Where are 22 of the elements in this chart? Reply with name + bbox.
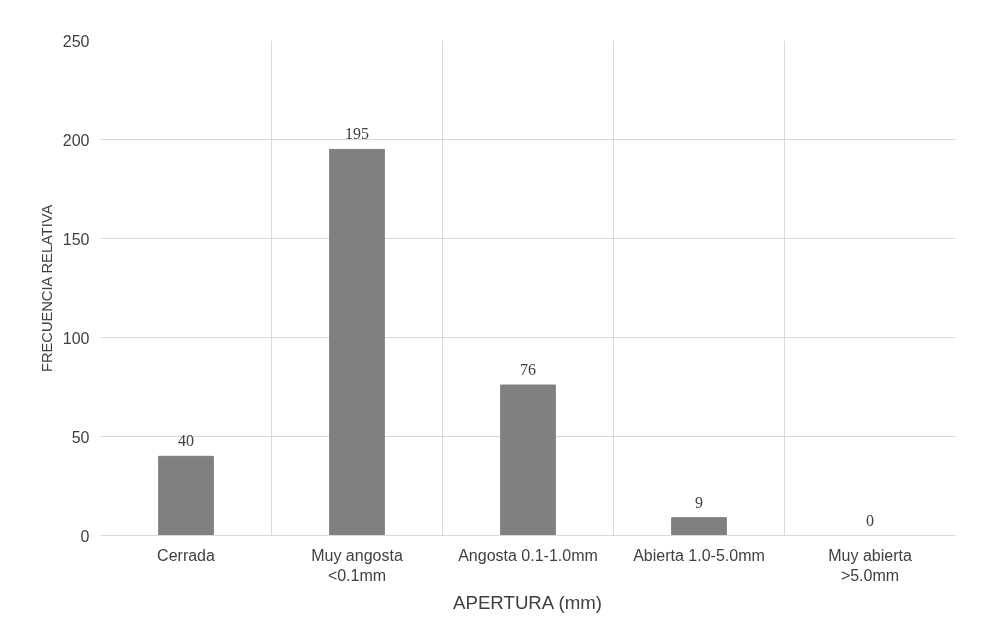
y-tick-label: 200 bbox=[62, 131, 90, 149]
data-label: 76 bbox=[520, 361, 536, 379]
y-tick-label: 100 bbox=[62, 329, 90, 347]
y-tick-label: 250 bbox=[62, 32, 90, 50]
data-label: 9 bbox=[695, 493, 703, 511]
x-tick-label: Cerrada bbox=[157, 546, 215, 564]
bar bbox=[671, 517, 727, 536]
x-tick-label: Muy angosta <0.1mm bbox=[311, 546, 403, 584]
x-axis-title: APERTURA (mm) bbox=[453, 591, 602, 613]
x-tick-label: Abierta 1.0-5.0mm bbox=[633, 546, 765, 564]
bar bbox=[329, 148, 385, 536]
data-label: 0 bbox=[866, 511, 874, 529]
data-label: 195 bbox=[345, 125, 369, 143]
y-tick-label: 50 bbox=[71, 428, 90, 446]
x-tick-label: Angosta 0.1-1.0mm bbox=[458, 546, 598, 564]
y-axis-title: FRECUENCIA RELATIVA bbox=[38, 204, 55, 373]
bar bbox=[158, 455, 214, 536]
y-tick-label: 0 bbox=[80, 527, 90, 545]
data-label: 40 bbox=[178, 432, 194, 450]
y-tick-label: 150 bbox=[62, 230, 90, 248]
bar bbox=[500, 384, 556, 536]
x-tick-label: Muy abierta >5.0mm bbox=[828, 546, 912, 584]
